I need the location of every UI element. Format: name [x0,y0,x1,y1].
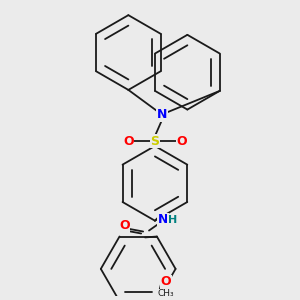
Text: N: N [158,213,168,226]
Text: O: O [123,134,134,148]
Text: CH₃: CH₃ [158,289,174,298]
Text: N: N [157,108,167,121]
Text: O: O [176,134,187,148]
Text: O: O [160,275,171,288]
Text: O: O [119,219,130,232]
Text: H: H [168,215,177,225]
Text: S: S [150,134,159,148]
